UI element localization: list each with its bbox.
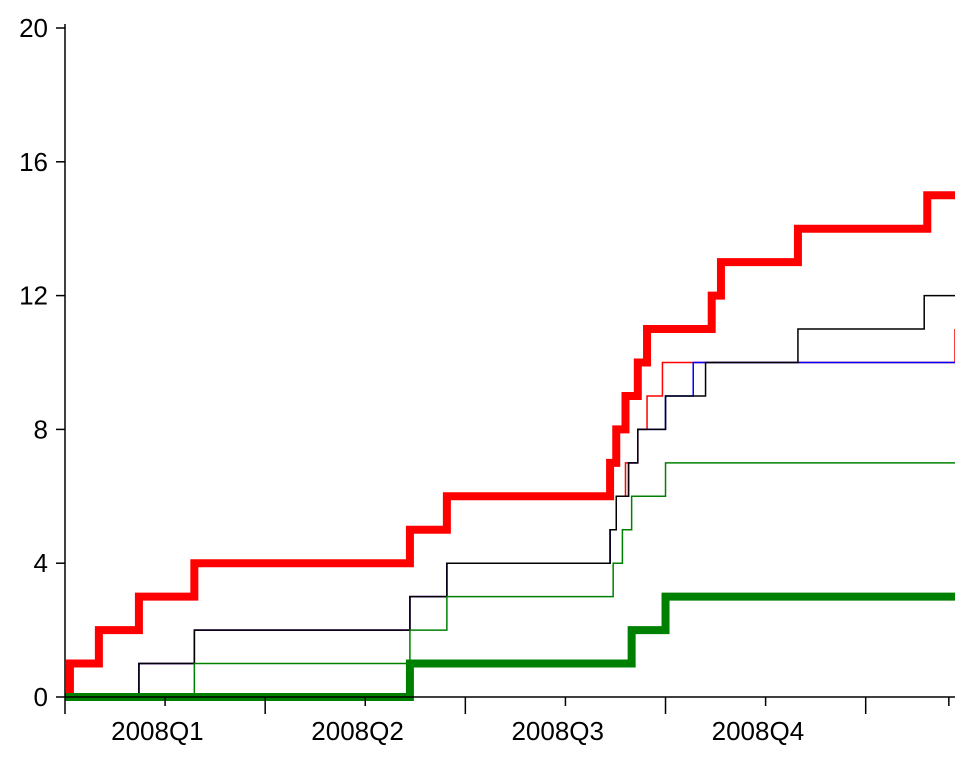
x-tick-label-2008q3: 2008Q3: [511, 716, 604, 746]
y-tick-label-0: 0: [34, 682, 48, 712]
axis-layer: 0 4 8 12 16 20 2008Q1 2008Q2 2008Q3 2008Q4: [19, 13, 955, 746]
series-line-3: [65, 361, 955, 698]
series-line-4: [65, 294, 955, 698]
y-tick-label-16: 16: [19, 147, 48, 177]
y-tick-label-8: 8: [34, 414, 48, 444]
series-line-5: [65, 462, 955, 698]
series-line-1: [65, 191, 955, 701]
y-tick-label-12: 12: [19, 281, 48, 311]
x-tick-label-2008q4: 2008Q4: [712, 716, 805, 746]
series-line-2: [65, 329, 955, 698]
series-line-6: [65, 592, 955, 701]
x-tick-label-2008q2: 2008Q2: [311, 716, 404, 746]
x-tick-label-2008q1: 2008Q1: [111, 716, 204, 746]
series-layer: [65, 191, 955, 701]
y-tick-label-20: 20: [19, 13, 48, 43]
y-tick-label-4: 4: [34, 548, 48, 578]
